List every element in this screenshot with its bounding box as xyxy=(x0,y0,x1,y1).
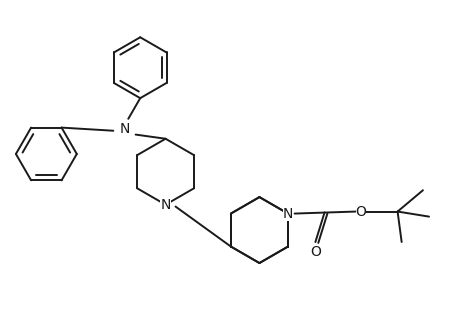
Text: N: N xyxy=(120,121,130,136)
Text: O: O xyxy=(310,245,321,259)
Text: O: O xyxy=(355,205,366,218)
Text: N: N xyxy=(283,207,293,221)
Text: N: N xyxy=(160,198,171,212)
